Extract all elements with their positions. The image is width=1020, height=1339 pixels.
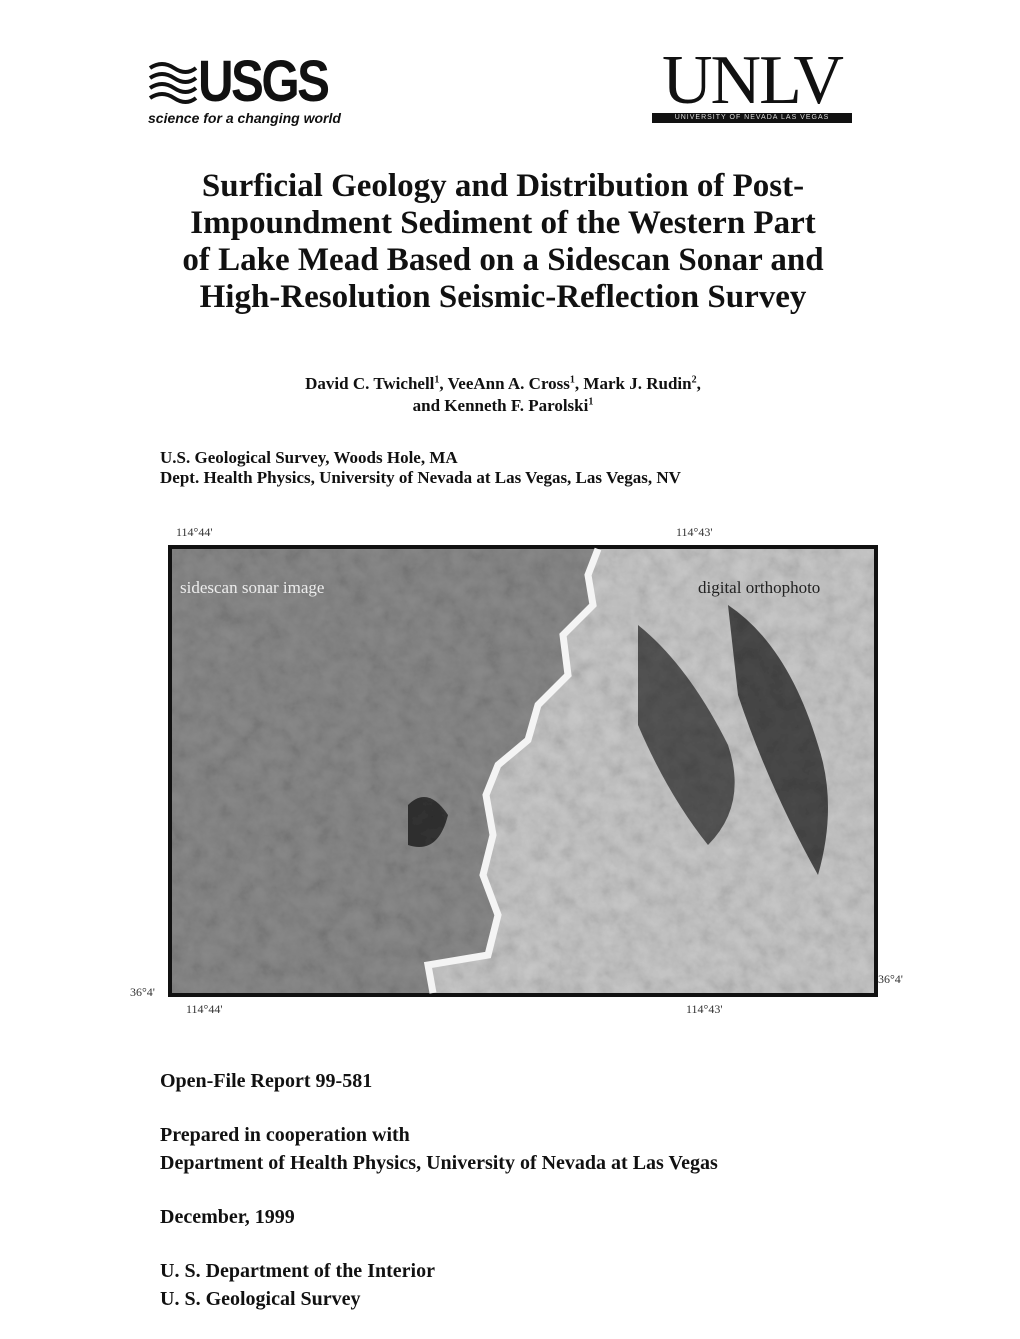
author-name: , [696,374,701,393]
image-caption: digital orthophoto [698,578,821,597]
title-line: High-Resolution Seismic-Reflection Surve… [199,279,807,315]
title-line: Surficial Geology and Distribution of Po… [201,168,805,204]
coord-label: 114°43' [676,525,713,539]
title-line: Impoundment Sediment of the Western Part [190,205,816,241]
author-line: David C. Twichell1, VeeAnn A. Cross1, Ma… [0,374,1006,394]
image-caption: sidescan sonar image [180,578,325,597]
coord-label: 114°43' [686,1002,723,1016]
author-affiliation-mark: 2 [691,374,697,386]
author-name: , VeeAnn A. Cross [439,374,570,393]
usgs-tagline: science for a changing world [148,110,341,126]
affiliation: Dept. Health Physics, University of Neva… [160,468,681,487]
author-affiliation-mark: 1 [434,374,440,386]
title-line: of Lake Mead Based on a Sidescan Sonar a… [182,242,824,278]
date: December, 1999 [160,1206,295,1228]
coord-label: 36°4' [130,985,155,999]
report-number: Open-File Report 99-581 [160,1070,373,1092]
cooperation: Department of Health Physics, University… [160,1152,718,1174]
coord-label: 114°44' [186,1002,223,1016]
affiliation: U.S. Geological Survey, Woods Hole, MA [160,448,458,467]
usgs-wordmark: USGS [198,49,330,114]
unlv-wordmark: UNLV [662,42,844,119]
agency: U. S. Geological Survey [160,1288,361,1310]
cooperation: Prepared in cooperation with [160,1124,410,1146]
author-line: and Kenneth F. Parolski1 [0,396,1006,416]
coord-label: 114°44' [176,525,213,539]
agency: U. S. Department of the Interior [160,1260,435,1282]
author-name: David C. Twichell [305,374,435,393]
author-name: , Mark J. Rudin [574,374,692,393]
unlv-tagline: UNIVERSITY OF NEVADA LAS VEGAS [652,113,852,123]
coord-label: 36°4' [878,972,903,986]
usgs-icon [148,62,198,104]
author-name: and Kenneth F. Parolski [412,396,589,415]
author-affiliation-mark: 1 [588,396,594,408]
author-affiliation-mark: 1 [569,374,575,386]
map-image [168,545,878,997]
